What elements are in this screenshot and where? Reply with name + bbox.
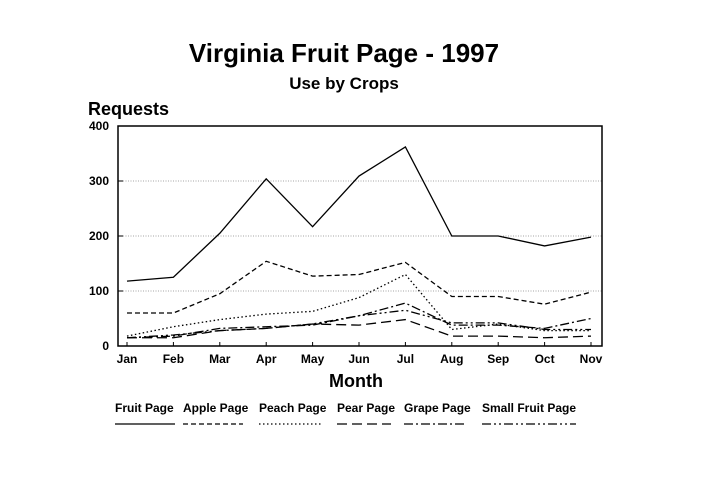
series-line-fruit-page <box>126 145 592 282</box>
x-tick-label: Nov <box>580 352 603 366</box>
legend-label: Pear Page <box>337 401 395 415</box>
series-line-apple-page <box>127 260 592 314</box>
x-tick-label: Sep <box>487 352 509 366</box>
x-tick-label: Jul <box>397 352 414 366</box>
y-tick-label: 0 <box>102 339 109 353</box>
x-tick-label: Jan <box>117 352 138 366</box>
x-tick-label: Apr <box>256 352 277 366</box>
x-tick-label: Jun <box>348 352 369 366</box>
x-tick-label: Feb <box>163 352 184 366</box>
chart-title: Virginia Fruit Page - 1997 <box>189 38 499 68</box>
legend-label: Grape Page <box>404 401 471 415</box>
x-tick-label: May <box>301 352 325 366</box>
series-line-pear-page <box>127 318 592 339</box>
x-axis-label: Month <box>329 371 383 391</box>
legend-label: Fruit Page <box>115 401 174 415</box>
legend-label: Apple Page <box>183 401 249 415</box>
legend-label: Small Fruit Page <box>482 401 576 415</box>
y-tick-label: 100 <box>89 284 109 298</box>
x-tick-label: Oct <box>535 352 555 366</box>
x-tick-label: Aug <box>440 352 463 366</box>
y-tick-label: 200 <box>89 229 109 243</box>
series-line-peach-page <box>126 273 591 337</box>
y-tick-label: 400 <box>89 119 109 133</box>
y-tick-label: 300 <box>89 174 109 188</box>
series-line-small-fruit-page <box>126 309 591 339</box>
x-tick-label: Mar <box>209 352 231 366</box>
y-axis-label: Requests <box>88 99 169 119</box>
chart-subtitle: Use by Crops <box>289 74 399 93</box>
legend-label: Peach Page <box>259 401 327 415</box>
